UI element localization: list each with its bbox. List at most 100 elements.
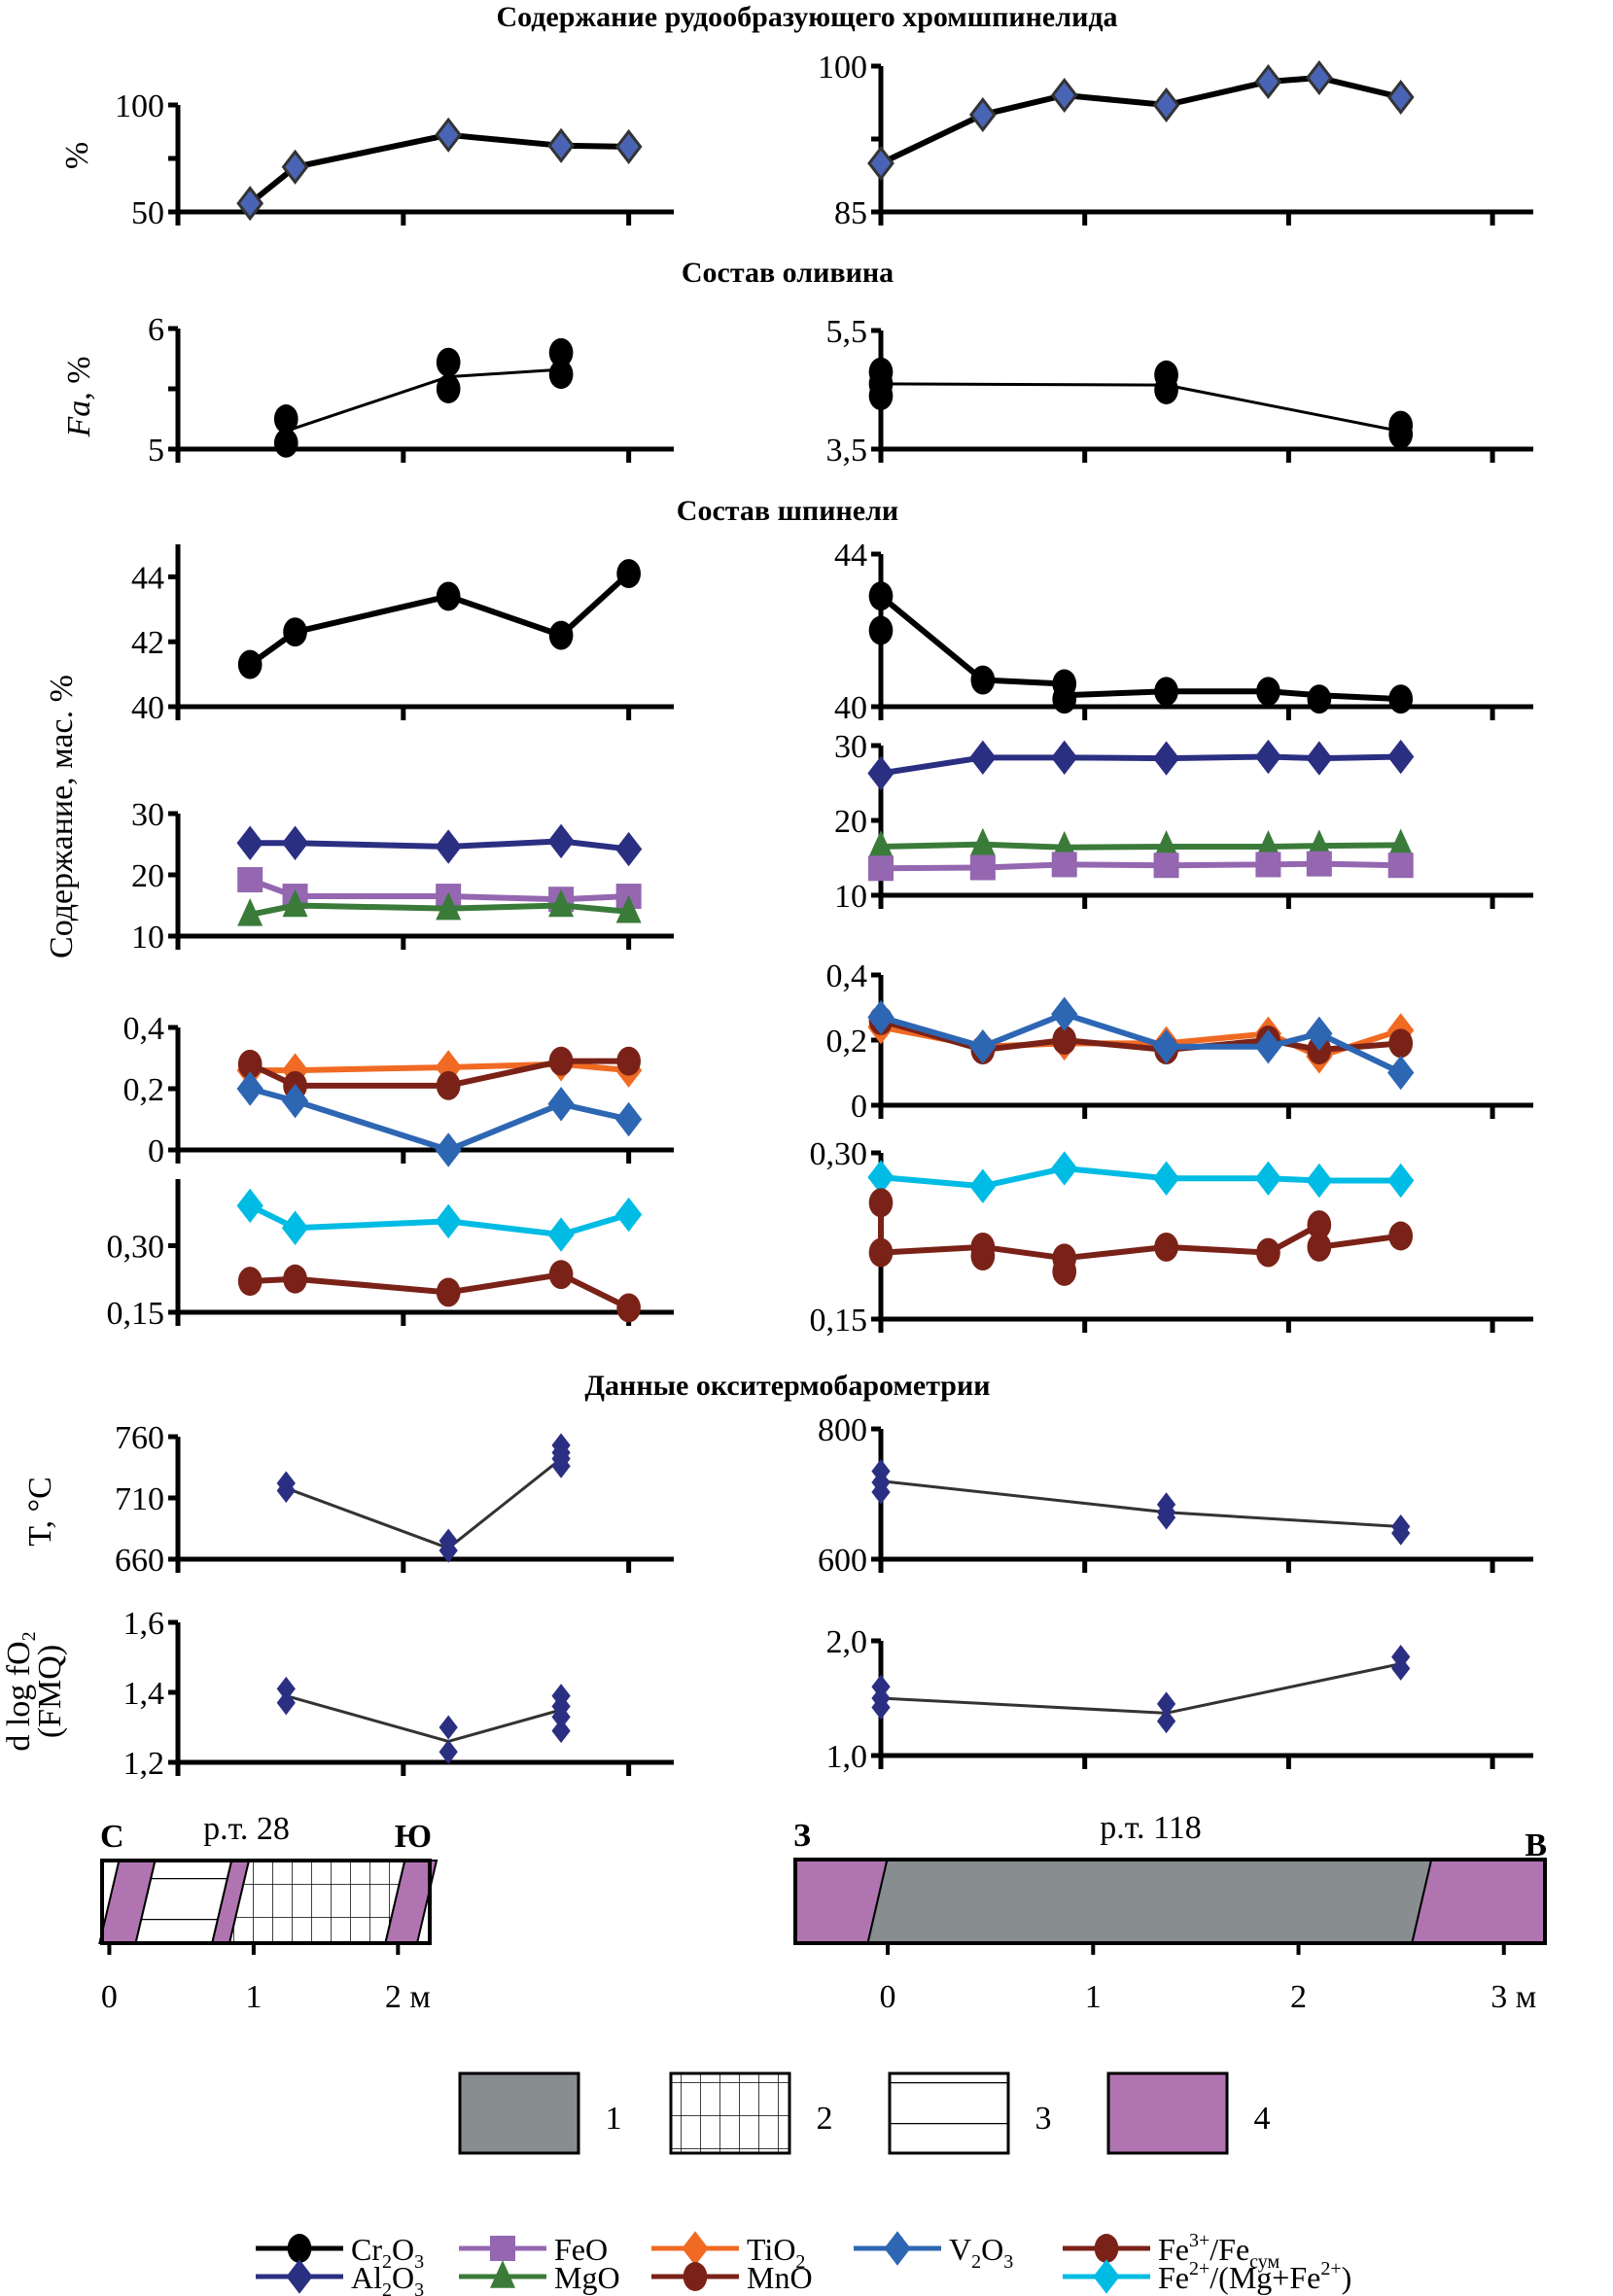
data-point-V2O3 xyxy=(867,999,894,1035)
data-point-MgO xyxy=(615,894,642,923)
data-point-MgO xyxy=(969,827,996,856)
y-tick-label: 42 xyxy=(131,625,164,661)
legend-label-part: ) xyxy=(1342,2260,1352,2295)
data-point-Al2O3 xyxy=(236,825,263,860)
ylabel-olivine-unit: , % xyxy=(61,356,97,400)
ylabel-fo2-fmq: (FMQ) xyxy=(32,1645,68,1738)
data-point-ore xyxy=(1050,77,1078,114)
data-point-Fa xyxy=(1154,375,1178,404)
data-point-V2O3 xyxy=(1254,1028,1282,1064)
ylabel-fo2: d log fO2 xyxy=(1,1631,40,1751)
y-tick-label: 30 xyxy=(834,729,867,765)
y-tick-label: 1,6 xyxy=(123,1606,165,1642)
data-point-MgO xyxy=(1306,829,1332,857)
chart-spinel-major-left: 10 20 30 xyxy=(131,797,674,956)
data-point-V2O3 xyxy=(547,1087,575,1122)
legend-label-part: O xyxy=(981,2232,1003,2267)
chart-spinel-minor-right: 0 0,2 0,4 xyxy=(826,958,1533,1125)
legend-label-part: O xyxy=(392,2260,414,2295)
data-point-MnO xyxy=(548,1046,574,1076)
y-tick-label: 30 xyxy=(131,797,164,833)
series-line-V2O3 xyxy=(249,1086,630,1153)
chart-temp-right: 600 800 xyxy=(818,1412,1533,1579)
legend-label-part: 3+ xyxy=(1189,2230,1210,2251)
data-point-V2O3 xyxy=(1306,1016,1333,1052)
chart-fo2-right: 1,0 2,0 xyxy=(826,1624,1533,1775)
legend-label-part: 3 xyxy=(414,2251,424,2273)
data-point-Fe3+/Feсум xyxy=(237,1267,263,1296)
legend-label-part: V xyxy=(949,2232,971,2267)
data-point-Fe2+/(Mg+Fe2+) xyxy=(547,1217,575,1252)
data-point-ore xyxy=(1386,79,1415,116)
ylabel-fo2-sub: 2 xyxy=(18,1631,40,1641)
y-tick-label: 0,15 xyxy=(107,1296,165,1332)
data-point-Cr2O3 xyxy=(868,581,894,611)
data-point-Fe3+/Feсум xyxy=(616,1293,641,1323)
data-point-FeO xyxy=(1051,852,1077,878)
scale-label: 3 м xyxy=(1490,1979,1536,2015)
data-point-Cr2O3 xyxy=(436,581,461,611)
legend-label: TiO2 xyxy=(747,2232,805,2273)
data-point-Al2O3 xyxy=(435,829,462,864)
legend-label: Fe2+/(Mg+Fe2+) xyxy=(1158,2258,1351,2295)
data-point-ore xyxy=(281,149,309,185)
legend-item-feo: FeO xyxy=(459,2232,608,2267)
data-point-V2O3 xyxy=(1152,1028,1180,1064)
direction-left: С xyxy=(100,1819,124,1855)
legend-label: Al2O3 xyxy=(351,2260,424,2296)
legend-item-cr2o3: Cr2O3 xyxy=(256,2232,424,2273)
data-point-FeO xyxy=(868,855,894,882)
charts: 5010085100563,55,54042444044102030102030… xyxy=(107,50,1533,1782)
data-point-Fa xyxy=(273,404,298,434)
legend-item-fe3: Fe3+/Feсум xyxy=(1063,2230,1280,2273)
section-frame xyxy=(100,1859,432,1945)
data-point-MgO xyxy=(1153,830,1179,858)
y-tick-label: 710 xyxy=(115,1481,164,1517)
title-ore: Содержание рудообразующего хромшпинелида xyxy=(496,1,1117,33)
series-line-Cr2O3 xyxy=(879,593,1401,703)
data-point-Fe3+/Feсум xyxy=(1388,1221,1414,1251)
rock-swatch-2 xyxy=(669,2071,791,2155)
legend-label-part: 3 xyxy=(1003,2251,1013,2273)
rock-legend-label: 3 xyxy=(1035,2101,1052,2137)
y-tick-label: 50 xyxy=(131,195,164,231)
data-point-V2O3 xyxy=(1051,996,1078,1031)
data-point-Cr2O3 xyxy=(970,665,996,695)
scale-label: 1 xyxy=(1085,1979,1102,2015)
legend-label-part: сум xyxy=(1249,2251,1280,2273)
data-point-ore xyxy=(236,186,264,222)
y-tick-label: 0 xyxy=(148,1133,164,1169)
data-point-MgO xyxy=(1255,830,1281,858)
data-point-dlogfO2 xyxy=(1156,1709,1176,1734)
y-tick-label: 1,0 xyxy=(826,1739,868,1775)
legend-item-tio2: TiO2 xyxy=(651,2231,805,2273)
data-point-T xyxy=(551,1453,571,1478)
data-point-dlogfO2 xyxy=(1391,1655,1411,1681)
data-point-dlogfO2 xyxy=(438,1739,458,1764)
data-point-ore xyxy=(1305,59,1333,96)
data-point-MnO xyxy=(237,1049,263,1079)
data-point-Fe3+/Feсум xyxy=(970,1241,996,1270)
y-tick-label: 10 xyxy=(131,920,164,956)
data-point-FeO xyxy=(1255,852,1281,878)
legend-label-part: 2 xyxy=(382,2279,392,2296)
section-right: 0 1 2 3 м р.т. 118 З В xyxy=(793,1810,1547,2015)
legend-marker-circle xyxy=(683,2262,708,2291)
data-point-Cr2O3 xyxy=(1154,677,1178,707)
section-title: р.т. 28 xyxy=(203,1811,290,1847)
legend-marker-diamond xyxy=(884,2231,911,2266)
legend-label-part: MnO xyxy=(747,2260,813,2295)
data-point-Al2O3 xyxy=(1387,739,1415,775)
data-point-T xyxy=(276,1478,296,1503)
rock-legend-item-3: 3 xyxy=(888,2071,1052,2155)
data-point-Fa xyxy=(548,337,574,367)
y-tick-label: 5 xyxy=(148,433,164,469)
chart-spinel-cr-right: 40 44 xyxy=(834,538,1533,726)
data-point-T xyxy=(438,1538,458,1563)
data-point-V2O3 xyxy=(1387,1055,1415,1091)
y-tick-label: 760 xyxy=(115,1420,164,1456)
section-title: р.т. 118 xyxy=(1100,1810,1202,1846)
series-line-Fa xyxy=(285,367,562,433)
data-point-Fa xyxy=(273,428,298,458)
data-point-FeO xyxy=(1153,852,1179,879)
